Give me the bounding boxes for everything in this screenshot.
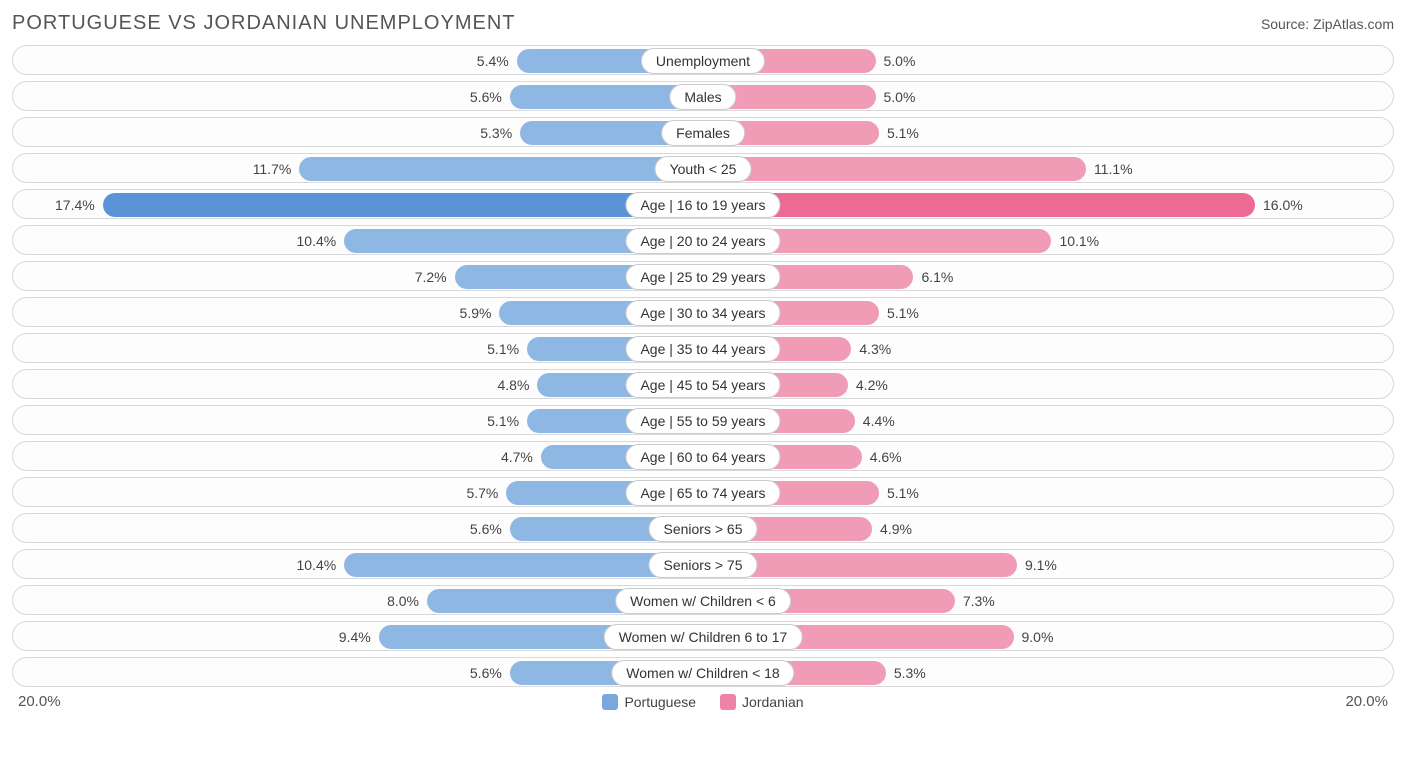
value-label-left: 4.8% [497,370,529,400]
value-label-right: 5.3% [894,658,926,688]
chart-row: 10.4% 10.1% Age | 20 to 24 years [12,225,1394,255]
value-label-left: 5.1% [487,334,519,364]
category-label: Age | 30 to 34 years [625,300,780,326]
chart-row: 8.0% 7.3% Women w/ Children < 6 [12,585,1394,615]
chart-row: 5.6% 5.0% Males [12,81,1394,111]
chart-row: 7.2% 6.1% Age | 25 to 29 years [12,261,1394,291]
axis-max-right: 20.0% [1345,693,1388,710]
category-label: Age | 60 to 64 years [625,444,780,470]
legend-label-right: Jordanian [742,694,804,710]
value-label-right: 5.0% [884,46,916,76]
value-label-left: 5.7% [466,478,498,508]
value-label-right: 5.1% [887,478,919,508]
value-label-left: 17.4% [55,190,95,220]
value-label-right: 4.2% [856,370,888,400]
category-label: Males [669,84,736,110]
value-label-left: 5.9% [460,298,492,328]
value-label-right: 16.0% [1263,190,1303,220]
category-label: Age | 55 to 59 years [625,408,780,434]
value-label-right: 9.0% [1022,622,1054,652]
chart-row: 5.1% 4.3% Age | 35 to 44 years [12,333,1394,363]
category-label: Youth < 25 [655,156,752,182]
category-label: Age | 25 to 29 years [625,264,780,290]
chart-row: 11.7% 11.1% Youth < 25 [12,153,1394,183]
bar-left [299,157,703,181]
category-label: Age | 65 to 74 years [625,480,780,506]
legend-swatch-left [602,694,618,710]
value-label-left: 5.6% [470,514,502,544]
value-label-left: 5.6% [470,82,502,112]
category-label: Age | 35 to 44 years [625,336,780,362]
value-label-right: 5.1% [887,298,919,328]
category-label: Women w/ Children < 18 [611,660,794,686]
chart-row: 10.4% 9.1% Seniors > 75 [12,549,1394,579]
tornado-chart: 5.4% 5.0% Unemployment 5.6% 5.0% Males 5.3% 5.1… [12,45,1394,687]
chart-row: 5.4% 5.0% Unemployment [12,45,1394,75]
bar-right [703,157,1086,181]
chart-row: 4.7% 4.6% Age | 60 to 64 years [12,441,1394,471]
legend-item-left: Portuguese [602,694,696,710]
value-label-right: 5.0% [884,82,916,112]
chart-row: 5.3% 5.1% Females [12,117,1394,147]
value-label-left: 5.1% [487,406,519,436]
legend-label-left: Portuguese [624,694,696,710]
value-label-right: 4.9% [880,514,912,544]
value-label-right: 10.1% [1059,226,1099,256]
value-label-right: 6.1% [921,262,953,292]
value-label-right: 4.4% [863,406,895,436]
value-label-left: 8.0% [387,586,419,616]
chart-row: 9.4% 9.0% Women w/ Children 6 to 17 [12,621,1394,651]
category-label: Seniors > 75 [649,552,758,578]
category-label: Females [661,120,745,146]
category-label: Seniors > 65 [649,516,758,542]
value-label-left: 11.7% [253,154,292,184]
chart-row: 5.6% 5.3% Women w/ Children < 18 [12,657,1394,687]
bar-right [703,193,1255,217]
chart-row: 5.9% 5.1% Age | 30 to 34 years [12,297,1394,327]
category-label: Women w/ Children < 6 [615,588,791,614]
category-label: Age | 45 to 54 years [625,372,780,398]
value-label-left: 5.4% [477,46,509,76]
value-label-left: 9.4% [339,622,371,652]
value-label-left: 5.6% [470,658,502,688]
category-label: Women w/ Children 6 to 17 [604,624,803,650]
value-label-right: 4.6% [870,442,902,472]
value-label-right: 5.1% [887,118,919,148]
value-label-left: 10.4% [297,550,337,580]
value-label-left: 4.7% [501,442,533,472]
category-label: Unemployment [641,48,765,74]
source-text: Source: ZipAtlas.com [1261,16,1394,32]
chart-row: 5.7% 5.1% Age | 65 to 74 years [12,477,1394,507]
value-label-right: 9.1% [1025,550,1057,580]
value-label-right: 7.3% [963,586,995,616]
chart-row: 17.4% 16.0% Age | 16 to 19 years [12,189,1394,219]
legend-swatch-right [720,694,736,710]
value-label-left: 10.4% [297,226,337,256]
legend: Portuguese Jordanian [602,694,803,710]
chart-row: 4.8% 4.2% Age | 45 to 54 years [12,369,1394,399]
category-label: Age | 20 to 24 years [625,228,780,254]
legend-item-right: Jordanian [720,694,804,710]
chart-row: 5.1% 4.4% Age | 55 to 59 years [12,405,1394,435]
value-label-right: 11.1% [1094,154,1133,184]
bar-left [103,193,703,217]
category-label: Age | 16 to 19 years [625,192,780,218]
value-label-left: 5.3% [480,118,512,148]
axis-max-left: 20.0% [18,693,61,710]
value-label-left: 7.2% [415,262,447,292]
chart-title: PORTUGUESE VS JORDANIAN UNEMPLOYMENT [12,12,515,35]
chart-row: 5.6% 4.9% Seniors > 65 [12,513,1394,543]
value-label-right: 4.3% [859,334,891,364]
